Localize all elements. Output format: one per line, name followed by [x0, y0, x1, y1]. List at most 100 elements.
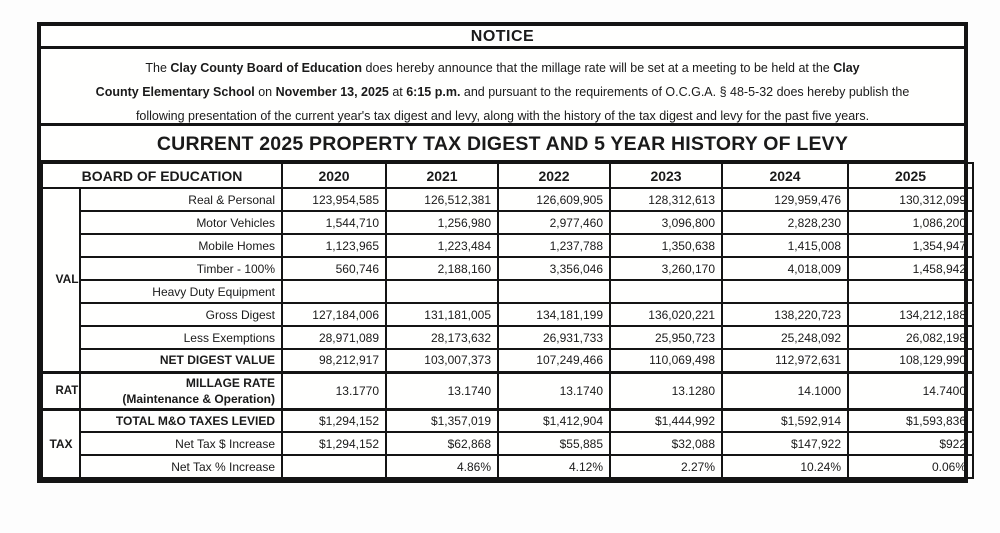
value-cell: 134,212,188 — [847, 302, 975, 327]
section-label-rate: RATE — [41, 370, 81, 411]
value-cell: 26,931,733 — [497, 325, 612, 350]
value-cell — [497, 279, 612, 304]
value-cell: 126,609,905 — [497, 187, 612, 212]
row-label: Less Exemptions — [78, 325, 284, 350]
value-cell: 4.12% — [497, 454, 612, 480]
table-row: TAX TOTAL M&O TAXES LEVIED $1,294,152 $1… — [41, 407, 975, 480]
value-cell: 123,954,585 — [281, 187, 388, 212]
value-cell — [281, 279, 388, 304]
value-cell: 128,312,613 — [609, 187, 724, 212]
year-header-2023: 2023 — [609, 162, 724, 189]
value-cell: 127,184,006 — [281, 302, 388, 327]
value-cell: $62,868 — [385, 431, 500, 457]
preamble-line-2: County Elementary School on November 13,… — [95, 85, 910, 99]
value-cell — [609, 279, 724, 304]
value-cell: 138,220,723 — [721, 302, 850, 327]
table-row: Net Tax % Increase 4.86% 4.12% 2.27% 10.… — [42, 454, 975, 480]
value-cell: 1,354,947 — [847, 233, 975, 258]
year-header-2025: 2025 — [847, 162, 975, 189]
value-cell: 107,249,466 — [497, 348, 612, 373]
value-cell: 10.24% — [721, 454, 850, 480]
value-cell — [281, 454, 388, 480]
value-cell: 1,350,638 — [609, 233, 724, 258]
table-row: NET DIGEST VALUE 98,212,917 103,007,373 … — [42, 348, 975, 373]
year-header-2024: 2024 — [721, 162, 850, 189]
row-label: MILLAGE RATE (Maintenance & Operation) — [78, 370, 284, 411]
value-cell: $922 — [847, 431, 975, 457]
value-cell: $1,444,992 — [609, 407, 724, 434]
value-cell: 136,020,221 — [609, 302, 724, 327]
row-label: Timber - 100% — [78, 256, 284, 281]
value-cell: 130,312,099 — [847, 187, 975, 212]
value-cell: 131,181,005 — [385, 302, 500, 327]
value-cell: $1,412,904 — [497, 407, 612, 434]
value-cell: 3,096,800 — [609, 210, 724, 235]
document-title: CURRENT 2025 PROPERTY TAX DIGEST AND 5 Y… — [41, 126, 964, 162]
row-label: Mobile Homes — [78, 233, 284, 258]
value-cell: 26,082,198 — [847, 325, 975, 350]
table-row: Heavy Duty Equipment — [42, 279, 975, 304]
board-of-education-header: BOARD OF EDUCATION — [40, 162, 284, 189]
notice-document: NOTICE The Clay County Board of Educatio… — [37, 22, 975, 484]
value-cell — [721, 279, 850, 304]
preamble-line-1: The Clay County Board of Education does … — [145, 61, 860, 75]
tax-digest-table: BOARD OF EDUCATION 2020 2021 2022 2023 2… — [40, 162, 975, 480]
value-cell: $32,088 — [609, 431, 724, 457]
value-cell: 129,959,476 — [721, 187, 850, 212]
value-cell: 1,237,788 — [497, 233, 612, 258]
value-cell: $1,593,836 — [847, 407, 975, 434]
value-cell: 1,223,484 — [385, 233, 500, 258]
table-row: Motor Vehicles 1,544,710 1,256,980 2,977… — [42, 210, 975, 235]
value-cell: 134,181,199 — [497, 302, 612, 327]
value-cell: 1,544,710 — [281, 210, 388, 235]
value-cell: 1,086,200 — [847, 210, 975, 235]
row-label: Net Tax $ Increase — [78, 431, 284, 457]
value-cell: 2,977,460 — [497, 210, 612, 235]
value-cell: 13.1740 — [497, 370, 612, 411]
value-cell: 13.1280 — [609, 370, 724, 411]
table-row: Mobile Homes 1,123,965 1,223,484 1,237,7… — [42, 233, 975, 258]
table-row: Net Tax $ Increase $1,294,152 $62,868 $5… — [42, 431, 975, 457]
value-cell: 14.1000 — [721, 370, 850, 411]
value-cell: $1,592,914 — [721, 407, 850, 434]
value-cell: 2.27% — [609, 454, 724, 480]
value-cell: 13.1770 — [281, 370, 388, 411]
row-label: Motor Vehicles — [78, 210, 284, 235]
value-cell: 13.1740 — [385, 370, 500, 411]
year-header-2022: 2022 — [497, 162, 612, 189]
row-label: Heavy Duty Equipment — [78, 279, 284, 304]
value-cell: 2,828,230 — [721, 210, 850, 235]
row-label: TOTAL M&O TAXES LEVIED — [78, 407, 284, 434]
table-row: Timber - 100% 560,746 2,188,160 3,356,04… — [42, 256, 975, 281]
row-label: Gross Digest — [78, 302, 284, 327]
value-cell: 98,212,917 — [281, 348, 388, 373]
value-cell: 25,950,723 — [609, 325, 724, 350]
value-cell: 1,458,942 — [847, 256, 975, 281]
value-cell: 103,007,373 — [385, 348, 500, 373]
year-header-2021: 2021 — [385, 162, 500, 189]
value-cell: 1,123,965 — [281, 233, 388, 258]
value-cell: $1,294,152 — [281, 431, 388, 457]
value-cell: 2,188,160 — [385, 256, 500, 281]
value-cell: 3,356,046 — [497, 256, 612, 281]
value-cell: 25,248,092 — [721, 325, 850, 350]
value-cell — [847, 279, 975, 304]
row-label: Real & Personal — [78, 187, 284, 212]
value-cell: 14.7400 — [847, 370, 975, 411]
value-cell: 28,173,632 — [385, 325, 500, 350]
value-cell: 28,971,089 — [281, 325, 388, 350]
value-cell: 1,256,980 — [385, 210, 500, 235]
value-cell: 110,069,498 — [609, 348, 724, 373]
value-cell: $1,294,152 — [281, 407, 388, 434]
table-header-row: BOARD OF EDUCATION 2020 2021 2022 2023 2… — [40, 162, 975, 189]
value-cell: 560,746 — [281, 256, 388, 281]
table-row: VALUE Real & Personal 123,954,585 126,51… — [41, 187, 975, 373]
notice-preamble: The Clay County Board of Education does … — [41, 49, 964, 126]
row-label: Net Tax % Increase — [78, 454, 284, 480]
notice-heading: NOTICE — [41, 26, 964, 49]
value-cell: 112,972,631 — [721, 348, 850, 373]
section-label-tax: TAX — [41, 407, 81, 480]
year-header-2020: 2020 — [281, 162, 388, 189]
value-cell: $55,885 — [497, 431, 612, 457]
